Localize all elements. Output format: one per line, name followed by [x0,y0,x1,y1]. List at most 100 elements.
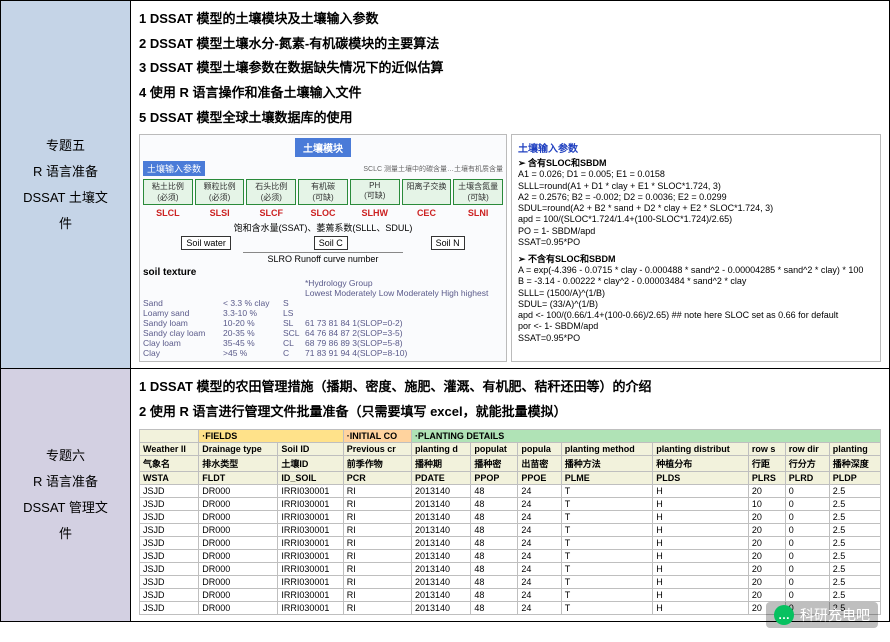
col-header-code: PLDS [653,471,749,484]
topic-row-5: 专题五 R 语言准备 DSSAT 土壤文 件 1 DSSAT 模型的土壤模块及土… [1,1,889,369]
col-header-code: PLRD [785,471,829,484]
table-cell: 20 [748,510,785,523]
col-header-zh: 出苗密 [518,455,561,471]
col-header-code: FLDT [199,471,278,484]
table-cell: IRRI030001 [278,549,343,562]
table-cell: 0 [785,523,829,536]
table-cell: 2.5 [829,523,880,536]
table-cell: IRRI030001 [278,575,343,588]
col-header-en: row s [748,442,785,455]
param-code: SLCL [143,208,193,218]
table-cell: 48 [471,562,518,575]
texture-cell: Clay loam [143,338,223,348]
side-line: 件 [59,521,72,547]
table-cell: JSJD [140,588,199,601]
table-cell: 24 [518,549,561,562]
table-cell: 24 [518,601,561,614]
table-cell: H [653,536,749,549]
table-cell: 2013140 [411,510,470,523]
table-cell: RI [343,575,411,588]
table-row: JSJDDR000IRRI030001RI20131404824TH2002.5 [140,523,881,536]
soil-input-label: 土壤输入参数 [143,161,205,176]
param-box: 阳离子交换 [402,179,452,205]
bullet: 4 使用 R 语言操作和准备土壤输入文件 [139,81,881,106]
topic-6-bullets: 1 DSSAT 模型的农田管理措施（播期、密度、施肥、灌溉、有机肥、秸秆还田等）… [139,375,881,424]
eq-line: por <- 1- SBDM/apd [518,321,874,332]
mid-line: 饱和含水量(SSAT)、萎蔫系数(SLLL、SDUL) [143,221,503,234]
texture-cell: LS [283,308,305,318]
table-cell: JSJD [140,575,199,588]
table-cell: 2.5 [829,549,880,562]
table-cell: DR000 [199,497,278,510]
soil-texture-heading: soil texture [143,267,503,278]
texture-cell: 20-35 % [223,328,283,338]
table-cell: T [561,575,653,588]
table-cell: H [653,523,749,536]
table-cell: DR000 [199,484,278,497]
col-header-code: PCR [343,471,411,484]
col-header-zh: 行距 [748,455,785,471]
table-cell: T [561,510,653,523]
table-cell: RI [343,497,411,510]
table-cell: 2013140 [411,601,470,614]
table-cell: T [561,497,653,510]
col-header-zh: 排水类型 [199,455,278,471]
table-cell: H [653,497,749,510]
table-cell: DR000 [199,536,278,549]
table-cell: 2.5 [829,484,880,497]
param-code: SLSI [195,208,245,218]
texture-cell [305,298,495,308]
table-cell: H [653,484,749,497]
col-header-en: Weather II [140,442,199,455]
table-cell: 2.5 [829,562,880,575]
soil-diagrams: 土壤模块 土壤输入参数 SCLC 测量土壤中的碳含量…土壤有机质含量 粘土比例(… [139,134,881,362]
table-cell: 24 [518,497,561,510]
texture-cell: 3.3-10 % [223,308,283,318]
table-cell: T [561,536,653,549]
col-header-en: planting d [411,442,470,455]
table-cell: 24 [518,562,561,575]
table-cell: 48 [471,536,518,549]
col-header-zh: 土壤ID [278,455,343,471]
soil-module-diagram: 土壤模块 土壤输入参数 SCLC 测量土壤中的碳含量…土壤有机质含量 粘土比例(… [139,134,507,362]
table-cell: 48 [471,575,518,588]
table-row: JSJDDR000IRRI030001RI20131404824TH2002.5 [140,562,881,575]
table-cell: 24 [518,523,561,536]
table-cell: 2013140 [411,536,470,549]
side-line: 专题六 [46,443,85,469]
bullet: 1 DSSAT 模型的土壤模块及土壤输入参数 [139,7,881,32]
texture-cell: 61 73 81 84 1(SLOP=0-2) [305,318,495,328]
eq-line: A = exp(-4.396 - 0.0715 * clay - 0.00048… [518,265,874,276]
table-cell: RI [343,523,411,536]
table-cell: 2.5 [829,588,880,601]
table-cell: 2.5 [829,536,880,549]
table-cell: T [561,523,653,536]
texture-cell: Sandy loam [143,318,223,328]
param-box: 颗粒比例(必须) [195,179,245,205]
param-code: SLOC [298,208,348,218]
eq-line: SSAT=0.95*PO [518,237,874,248]
table-cell: 2013140 [411,588,470,601]
table-cell: 20 [748,523,785,536]
slro-label: SLRO Runoff curve number [243,252,403,264]
table-cell: 0 [785,549,829,562]
table-row: JSJDDR000IRRI030001RI20131404824TH2002.5 [140,536,881,549]
texture-cell: Clay [143,348,223,358]
table-cell: JSJD [140,562,199,575]
col-header-en: Soil ID [278,442,343,455]
table-cell: 0 [785,497,829,510]
eq-line: SLLL=round(A1 + D1 * clay + E1 * SLOC*1.… [518,181,874,192]
watermark-text: 科研充电吧 [800,605,870,625]
table-cell: RI [343,588,411,601]
soil-texture-grid: *Hydrology GroupLowest Moderately Low Mo… [143,278,503,358]
side-line: DSSAT 土壤文 [23,185,108,211]
eq-sec1-body: A1 = 0.026; D1 = 0.005; E1 = 0.0158SLLL=… [518,169,874,248]
texture-cell: Sand [143,298,223,308]
topic-6-content: 1 DSSAT 模型的农田管理措施（播期、密度、施肥、灌溉、有机肥、秸秆还田等）… [131,369,889,620]
eq-line: SLLL= (1500/A)^(1/B) [518,288,874,299]
param-box: 石头比例(必须) [246,179,296,205]
table-cell: 0 [785,575,829,588]
table-cell: 2013140 [411,497,470,510]
table-row: JSJDDR000IRRI030001RI20131404824TH1002.5 [140,497,881,510]
table-cell: 20 [748,549,785,562]
